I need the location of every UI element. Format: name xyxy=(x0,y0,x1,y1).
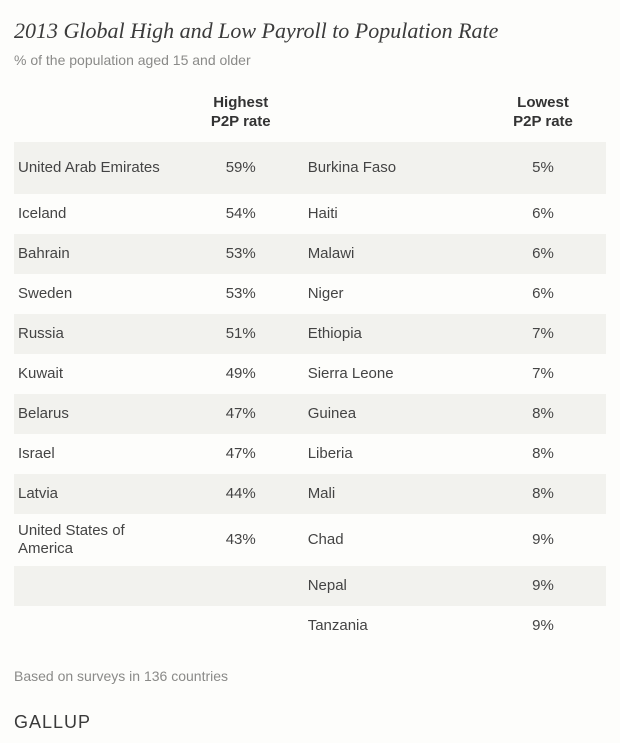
col-header-low-country xyxy=(304,94,480,142)
cell-high-country: Sweden xyxy=(14,274,178,314)
cell-low-rate: 9% xyxy=(480,514,606,566)
cell-high-rate: 44% xyxy=(178,474,304,514)
cell-high-country: Russia xyxy=(14,314,178,354)
cell-high-country: Belarus xyxy=(14,394,178,434)
col-header-low-rate: LowestP2P rate xyxy=(480,94,606,142)
report-card: 2013 Global High and Low Payroll to Popu… xyxy=(0,0,620,743)
cell-low-country: Niger xyxy=(304,274,480,314)
cell-low-country: Sierra Leone xyxy=(304,354,480,394)
cell-high-country: Latvia xyxy=(14,474,178,514)
col-header-high-country xyxy=(14,94,178,142)
cell-low-rate: 8% xyxy=(480,394,606,434)
brand-logo: GALLUP xyxy=(14,712,606,733)
col-header-high-rate: HighestP2P rate xyxy=(178,94,304,142)
cell-high-country: Bahrain xyxy=(14,234,178,274)
cell-high-country: Iceland xyxy=(14,194,178,234)
cell-high-rate: 49% xyxy=(178,354,304,394)
cell-low-country: Guinea xyxy=(304,394,480,434)
cell-high-country: Kuwait xyxy=(14,354,178,394)
p2p-table: HighestP2P rate LowestP2P rate United Ar… xyxy=(14,94,606,646)
table-header-row: HighestP2P rate LowestP2P rate xyxy=(14,94,606,142)
cell-low-rate: 6% xyxy=(480,234,606,274)
cell-high-rate: 53% xyxy=(178,234,304,274)
cell-low-rate: 6% xyxy=(480,194,606,234)
table-row: Bahrain53%Malawi6% xyxy=(14,234,606,274)
cell-high-rate: 59% xyxy=(178,142,304,194)
cell-low-country: Tanzania xyxy=(304,606,480,646)
cell-low-country: Chad xyxy=(304,514,480,566)
table-row: Israel47%Liberia8% xyxy=(14,434,606,474)
table-row: Kuwait49%Sierra Leone7% xyxy=(14,354,606,394)
table-row: Iceland54%Haiti6% xyxy=(14,194,606,234)
cell-low-rate: 6% xyxy=(480,274,606,314)
table-body: United Arab Emirates59%Burkina Faso5%Ice… xyxy=(14,142,606,646)
cell-low-rate: 9% xyxy=(480,566,606,606)
table-row: Russia51%Ethiopia7% xyxy=(14,314,606,354)
col-header-high-rate-label: HighestP2P rate xyxy=(211,94,271,130)
cell-high-country: United Arab Emirates xyxy=(14,142,178,194)
chart-footnote: Based on surveys in 136 countries xyxy=(14,668,606,684)
cell-high-rate: 47% xyxy=(178,394,304,434)
cell-high-country: Israel xyxy=(14,434,178,474)
cell-high-rate: 43% xyxy=(178,514,304,566)
table-row: United States of America43%Chad9% xyxy=(14,514,606,566)
cell-low-rate: 8% xyxy=(480,434,606,474)
cell-low-rate: 5% xyxy=(480,142,606,194)
table-row: Tanzania9% xyxy=(14,606,606,646)
cell-low-rate: 9% xyxy=(480,606,606,646)
cell-low-rate: 7% xyxy=(480,314,606,354)
table-row: United Arab Emirates59%Burkina Faso5% xyxy=(14,142,606,194)
cell-low-rate: 7% xyxy=(480,354,606,394)
cell-high-country: United States of America xyxy=(14,514,178,566)
cell-high-rate xyxy=(178,566,304,606)
table-row: Nepal9% xyxy=(14,566,606,606)
table-row: Belarus47%Guinea8% xyxy=(14,394,606,434)
table-row: Sweden53%Niger6% xyxy=(14,274,606,314)
cell-low-country: Burkina Faso xyxy=(304,142,480,194)
chart-title: 2013 Global High and Low Payroll to Popu… xyxy=(14,18,606,44)
cell-high-rate xyxy=(178,606,304,646)
cell-high-rate: 53% xyxy=(178,274,304,314)
cell-low-country: Malawi xyxy=(304,234,480,274)
cell-high-country xyxy=(14,566,178,606)
cell-low-country: Ethiopia xyxy=(304,314,480,354)
cell-low-country: Nepal xyxy=(304,566,480,606)
cell-high-rate: 54% xyxy=(178,194,304,234)
cell-high-country xyxy=(14,606,178,646)
col-header-low-rate-label: LowestP2P rate xyxy=(513,94,573,130)
table-row: Latvia44%Mali8% xyxy=(14,474,606,514)
chart-subtitle: % of the population aged 15 and older xyxy=(14,52,606,68)
cell-low-country: Haiti xyxy=(304,194,480,234)
cell-low-country: Mali xyxy=(304,474,480,514)
cell-low-country: Liberia xyxy=(304,434,480,474)
cell-low-rate: 8% xyxy=(480,474,606,514)
cell-high-rate: 47% xyxy=(178,434,304,474)
cell-high-rate: 51% xyxy=(178,314,304,354)
